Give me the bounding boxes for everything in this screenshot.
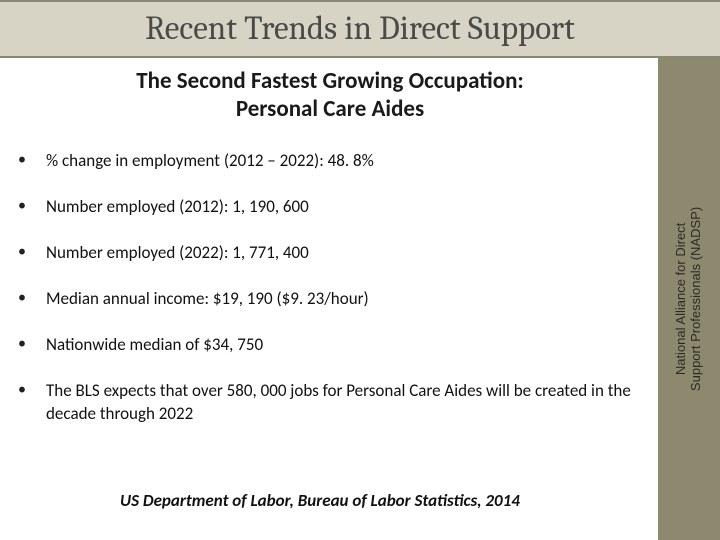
bullet-icon: • xyxy=(12,242,46,263)
subtitle-block: The Second Fastest Growing Occupation: P… xyxy=(20,68,640,123)
sidebar-label-l1: National Alliance for Direct xyxy=(673,223,688,375)
bullet-text: Median annual income: $19, 190 ($9. 23/h… xyxy=(46,288,648,310)
list-item: • % change in employment (2012 – 2022): … xyxy=(12,150,648,172)
subtitle-line1: The Second Fastest Growing Occupation: xyxy=(20,68,640,96)
bullet-text: Number employed (2022): 1, 771, 400 xyxy=(46,242,648,264)
sidebar-band: National Alliance for Direct Support Pro… xyxy=(658,58,720,540)
bullet-icon: • xyxy=(12,288,46,309)
list-item: • Number employed (2012): 1, 190, 600 xyxy=(12,196,648,218)
bullet-text: The BLS expects that over 580, 000 jobs … xyxy=(46,380,648,424)
bullet-icon: • xyxy=(12,334,46,355)
bullet-icon: • xyxy=(12,150,46,171)
list-item: • Median annual income: $19, 190 ($9. 23… xyxy=(12,288,648,310)
header-band: Recent Trends in Direct Support xyxy=(0,0,720,58)
page-title: Recent Trends in Direct Support xyxy=(145,10,575,48)
bullet-text: Nationwide median of $34, 750 xyxy=(46,334,648,356)
sidebar-label-l2: Support Professionals (NADSP) xyxy=(688,207,703,391)
list-item: • The BLS expects that over 580, 000 job… xyxy=(12,380,648,424)
bullet-icon: • xyxy=(12,380,46,401)
bullet-icon: • xyxy=(12,196,46,217)
list-item: • Number employed (2022): 1, 771, 400 xyxy=(12,242,648,264)
list-item: • Nationwide median of $34, 750 xyxy=(12,334,648,356)
bullet-text: % change in employment (2012 – 2022): 48… xyxy=(46,150,648,172)
bullet-list: • % change in employment (2012 – 2022): … xyxy=(12,150,648,449)
source-citation: US Department of Labor, Bureau of Labor … xyxy=(120,490,520,511)
bullet-text: Number employed (2012): 1, 190, 600 xyxy=(46,196,648,218)
sidebar-label: National Alliance for Direct Support Pro… xyxy=(674,207,704,391)
subtitle-line2: Personal Care Aides xyxy=(20,96,640,124)
